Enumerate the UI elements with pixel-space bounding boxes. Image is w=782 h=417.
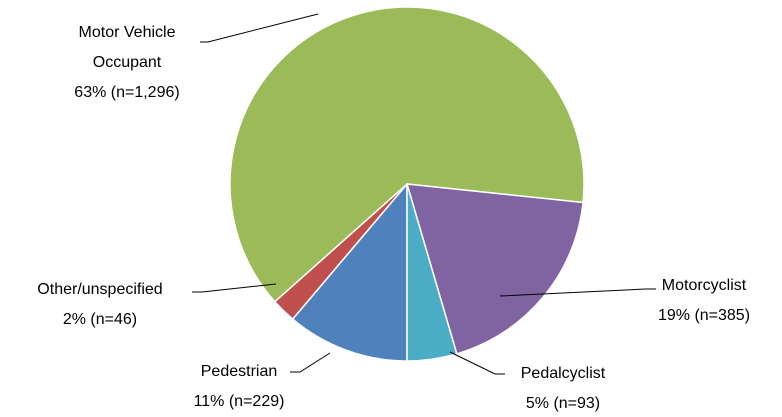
- pie-slice: [229, 6, 585, 303]
- value-label: 63% (n=1,296): [74, 84, 180, 101]
- category-label: Pedalcyclist: [520, 365, 606, 382]
- pie-slice: [291, 181, 408, 362]
- value-label: 11% (n=229): [193, 393, 285, 410]
- value-label: 2% (n=46): [62, 311, 138, 328]
- data-label: Motorcyclist 19% (n=385): [658, 271, 750, 331]
- leader-line: [290, 352, 331, 373]
- category-label: Motor Vehicle Occupant: [78, 24, 176, 71]
- data-label: Pedestrian 11% (n=229): [194, 357, 285, 417]
- pie-slice: [405, 183, 584, 355]
- leader-line: [200, 13, 319, 43]
- value-label: 5% (n=93): [525, 395, 601, 412]
- category-label: Pedestrian: [200, 363, 278, 380]
- leader-line: [499, 288, 656, 297]
- category-label: Other/unspecified: [37, 281, 163, 298]
- leader-line: [449, 351, 505, 375]
- category-label: Motorcyclist: [661, 277, 747, 294]
- data-label: Motor Vehicle Occupant 63% (n=1,296): [67, 18, 187, 108]
- leader-line: [192, 283, 277, 293]
- pie-slice: [406, 183, 458, 362]
- data-label: Other/unspecified 2% (n=46): [37, 275, 162, 335]
- data-label: Pedalcyclist 5% (n=93): [521, 359, 605, 417]
- value-label: 19% (n=385): [657, 307, 751, 324]
